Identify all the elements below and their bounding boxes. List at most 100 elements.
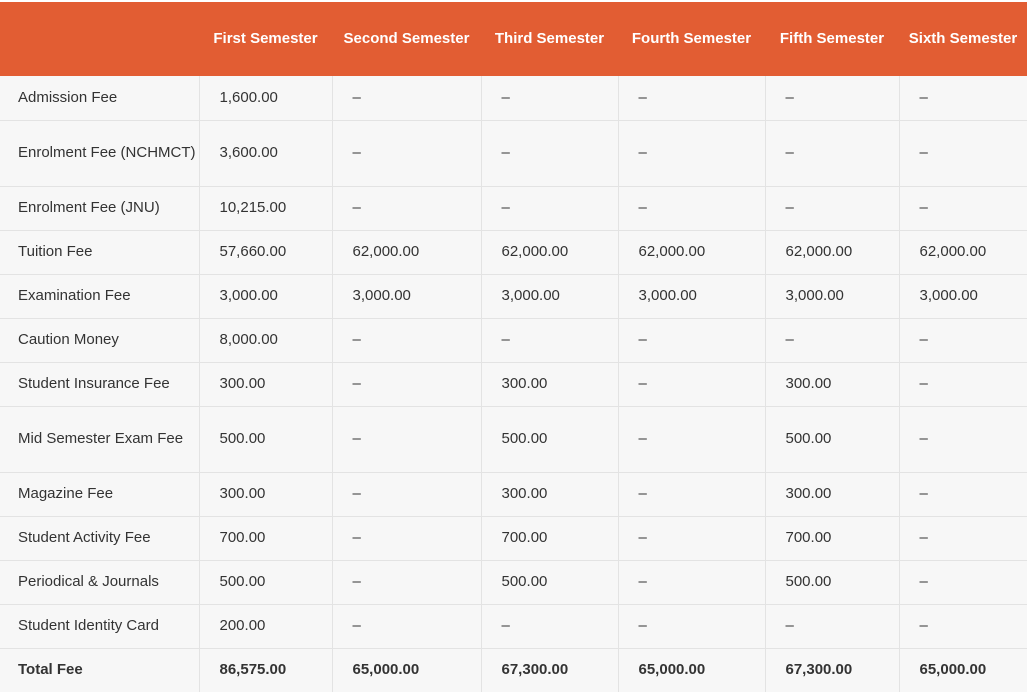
cell-value: 500.00 — [481, 406, 619, 473]
cell-value: 10,215.00 — [199, 186, 333, 231]
cell-value: – — [332, 120, 482, 187]
cell-value: 500.00 — [199, 560, 333, 605]
row-examination-fee: Examination Fee 3,000.00 3,000.00 3,000.… — [0, 274, 1027, 319]
row-enrolment-fee-jnu: Enrolment Fee (JNU) 10,215.00 – – – – – — [0, 186, 1027, 231]
cell-value: 500.00 — [765, 406, 900, 473]
row-label: Periodical & Journals — [0, 560, 200, 605]
cell-total: 65,000.00 — [618, 648, 766, 692]
row-label: Admission Fee — [0, 76, 200, 121]
cell-value: 3,600.00 — [199, 120, 333, 187]
header-cell-sixth-semester: Sixth Semester — [908, 30, 1018, 47]
cell-value: 1,600.00 — [199, 76, 333, 121]
cell-value: 300.00 — [481, 472, 619, 517]
cell-value: 62,000.00 — [618, 230, 766, 275]
cell-value: 700.00 — [481, 516, 619, 561]
cell-value: 62,000.00 — [899, 230, 1027, 275]
cell-value: – — [481, 76, 619, 121]
cell-value: 300.00 — [765, 472, 900, 517]
cell-value: – — [899, 472, 1027, 517]
header-cell-second-semester: Second Semester — [343, 30, 470, 47]
cell-value: – — [618, 516, 766, 561]
cell-value: – — [765, 76, 900, 121]
row-tuition-fee: Tuition Fee 57,660.00 62,000.00 62,000.0… — [0, 230, 1027, 275]
cell-total: 86,575.00 — [199, 648, 333, 692]
cell-value: 3,000.00 — [199, 274, 333, 319]
row-enrolment-fee-nchmct: Enrolment Fee (NCHMCT) 3,600.00 – – – – … — [0, 120, 1027, 187]
cell-total: 67,300.00 — [765, 648, 900, 692]
cell-value: 300.00 — [199, 472, 333, 517]
cell-value: 500.00 — [765, 560, 900, 605]
cell-value: – — [765, 186, 900, 231]
row-label: Examination Fee — [0, 274, 200, 319]
cell-value: – — [765, 604, 900, 649]
cell-value: – — [332, 406, 482, 473]
cell-value: – — [332, 560, 482, 605]
cell-value: – — [618, 362, 766, 407]
cell-value: – — [481, 318, 619, 363]
row-label: Enrolment Fee (NCHMCT) — [0, 120, 200, 187]
cell-value: – — [899, 560, 1027, 605]
cell-value: – — [899, 604, 1027, 649]
cell-value: 62,000.00 — [332, 230, 482, 275]
cell-value: – — [332, 604, 482, 649]
cell-value: 3,000.00 — [899, 274, 1027, 319]
cell-value: 700.00 — [765, 516, 900, 561]
cell-value: 300.00 — [481, 362, 619, 407]
row-label: Enrolment Fee (JNU) — [0, 186, 200, 231]
cell-value: – — [332, 472, 482, 517]
row-label: Student Identity Card — [0, 604, 200, 649]
cell-value: – — [899, 318, 1027, 363]
cell-value: – — [618, 560, 766, 605]
header-cell-third-semester: Third Semester — [494, 30, 605, 47]
row-label: Mid Semester Exam Fee — [0, 406, 200, 473]
row-student-insurance-fee: Student Insurance Fee 300.00 – 300.00 – … — [0, 362, 1027, 407]
cell-value: – — [481, 186, 619, 231]
cell-value: – — [618, 186, 766, 231]
header-cell-fourth-semester: Fourth Semester — [631, 30, 752, 47]
cell-value: – — [481, 120, 619, 187]
row-mid-semester-exam-fee: Mid Semester Exam Fee 500.00 – 500.00 – … — [0, 406, 1027, 473]
cell-value: – — [332, 76, 482, 121]
row-label: Tuition Fee — [0, 230, 200, 275]
row-caution-money: Caution Money 8,000.00 – – – – – — [0, 318, 1027, 363]
cell-value: – — [899, 76, 1027, 121]
cell-value: 200.00 — [199, 604, 333, 649]
cell-total: 65,000.00 — [332, 648, 482, 692]
cell-value: 3,000.00 — [481, 274, 619, 319]
cell-value: 300.00 — [765, 362, 900, 407]
cell-value: 500.00 — [199, 406, 333, 473]
cell-value: 300.00 — [199, 362, 333, 407]
row-label: Student Insurance Fee — [0, 362, 200, 407]
cell-value: – — [899, 362, 1027, 407]
cell-value: – — [332, 362, 482, 407]
cell-value: – — [481, 604, 619, 649]
cell-value: – — [618, 120, 766, 187]
cell-value: – — [899, 120, 1027, 187]
row-student-identity-card: Student Identity Card 200.00 – – – – – — [0, 604, 1027, 649]
cell-value: – — [899, 186, 1027, 231]
cell-value: 3,000.00 — [332, 274, 482, 319]
cell-value: – — [899, 406, 1027, 473]
cell-value: 62,000.00 — [765, 230, 900, 275]
cell-value: 57,660.00 — [199, 230, 333, 275]
row-label: Total Fee — [0, 648, 200, 692]
row-label: Magazine Fee — [0, 472, 200, 517]
row-student-activity-fee: Student Activity Fee 700.00 – 700.00 – 7… — [0, 516, 1027, 561]
row-label: Student Activity Fee — [0, 516, 200, 561]
cell-value: 3,000.00 — [765, 274, 900, 319]
cell-value: – — [332, 186, 482, 231]
row-label: Caution Money — [0, 318, 200, 363]
cell-value: – — [618, 406, 766, 473]
row-admission-fee: Admission Fee 1,600.00 – – – – – — [0, 76, 1027, 121]
cell-value: – — [765, 120, 900, 187]
cell-value: – — [332, 516, 482, 561]
cell-value: – — [899, 516, 1027, 561]
cell-value: 700.00 — [199, 516, 333, 561]
cell-value: 62,000.00 — [481, 230, 619, 275]
cell-value: – — [765, 318, 900, 363]
cell-total: 65,000.00 — [919, 661, 987, 679]
cell-value: 500.00 — [481, 560, 619, 605]
cell-value: – — [618, 76, 766, 121]
cell-value: – — [618, 318, 766, 363]
